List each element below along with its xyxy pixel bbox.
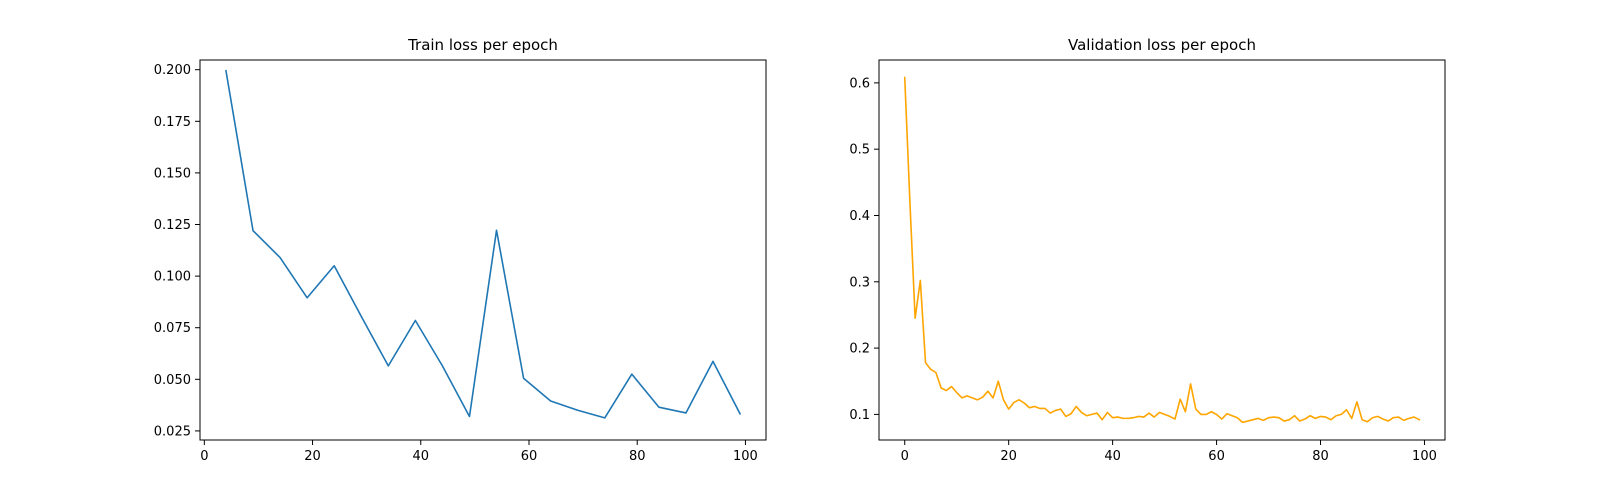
- train-loss-x-tick-label: 0: [200, 449, 208, 464]
- train-loss-y-tick-label: 0.125: [154, 218, 191, 233]
- train-loss-panel: Train loss per epoch 0 20 40 60 80 100 0.025 0.…: [154, 36, 767, 464]
- validation-loss-y-tick-label: 0.3: [849, 275, 870, 290]
- validation-loss-y-tick-label: 0.5: [849, 143, 870, 158]
- validation-loss-x-tick-label: 60: [1208, 449, 1225, 464]
- train-loss-y-tick-label: 0.150: [154, 166, 191, 181]
- validation-loss-x-tick-label: 0: [901, 449, 909, 464]
- validation-loss-plot-area: [903, 76, 1421, 424]
- validation-loss-y-tick-label: 0.6: [849, 76, 870, 91]
- train-loss-x-tick-label: 60: [521, 449, 538, 464]
- train-loss-axes-frame: [199, 59, 767, 441]
- train-loss-y-tick-label: 0.175: [154, 115, 191, 130]
- train-loss-x-tick-label: 40: [412, 449, 429, 464]
- train-loss-y-tick-label: 0.100: [154, 270, 191, 285]
- validation-loss-y-tick-label: 0.4: [849, 209, 870, 224]
- train-loss-y-tick-label: 0.075: [154, 321, 191, 336]
- validation-loss-y-tick-label: 0.1: [849, 408, 870, 423]
- validation-loss-x-tick-label: 40: [1104, 449, 1121, 464]
- train-loss-ticks: 0 20 40 60 80 100 0.025 0.050 0.075 0.100 0.125 0.1…: [154, 63, 758, 464]
- train-loss-plot-area: [225, 69, 742, 419]
- validation-loss-title: Validation loss per epoch: [1068, 36, 1256, 54]
- train-loss-y-tick-label: 0.200: [154, 63, 191, 78]
- train-loss-title: Train loss per epoch: [407, 36, 558, 54]
- validation-loss-ticks: 0 20 40 60 80 100 0.1 0.2 0.3 0.4 0.5 0.6: [849, 76, 1437, 464]
- validation-loss-axes-frame: [878, 59, 1446, 441]
- train-loss-series-line: [225, 69, 742, 419]
- validation-loss-panel: Validation loss per epoch 0 20 40 60 80 100 0.…: [849, 36, 1446, 464]
- train-loss-x-tick-label: 80: [629, 449, 646, 464]
- validation-loss-series-line: [903, 76, 1421, 424]
- validation-loss-x-tick-label: 80: [1312, 449, 1329, 464]
- validation-loss-x-tick-label: 20: [1000, 449, 1017, 464]
- validation-loss-y-tick-label: 0.2: [849, 342, 870, 357]
- train-loss-y-tick-label: 0.025: [154, 424, 191, 439]
- train-loss-x-tick-label: 20: [304, 449, 321, 464]
- train-loss-x-tick-label: 100: [733, 449, 758, 464]
- validation-loss-x-tick-label: 100: [1412, 449, 1437, 464]
- train-loss-y-tick-label: 0.050: [154, 373, 191, 388]
